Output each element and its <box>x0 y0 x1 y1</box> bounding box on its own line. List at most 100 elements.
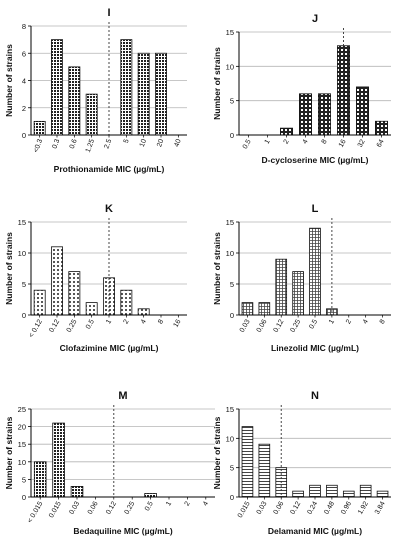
x-tick-label: 0.25 <box>124 500 137 515</box>
y-tick-label: 15 <box>226 405 234 414</box>
x-tick-label: 1 <box>264 138 272 145</box>
x-tick-label: 1 <box>328 318 336 325</box>
bar-0.03 <box>241 302 254 316</box>
y-tick-label: 5 <box>230 280 234 289</box>
bar-4 <box>299 93 312 136</box>
chart-panel-j: J 0 5 10 15 0.5 1 2 4 8 16 32 64 D-cycloserine MIC (µ… <box>212 13 391 165</box>
bar-2 <box>120 289 133 316</box>
x-axis-title: Linezolid MIC (µg/mL) <box>271 343 359 353</box>
x-tick-label: 0.06 <box>256 318 269 333</box>
y-tick-label: 15 <box>18 218 26 227</box>
x-tick-label: 16 <box>338 138 348 148</box>
y-tick-label: 0 <box>230 131 234 140</box>
x-tick-label: 2 <box>123 318 131 325</box>
x-tick-label: 0.03 <box>239 318 252 333</box>
x-tick-label: 8 <box>157 318 165 325</box>
x-axis-title: Prothionamide MIC (µg/mL) <box>54 164 165 174</box>
x-tick-label: 0.12 <box>48 318 61 333</box>
x-tick-label: 0.5 <box>308 318 319 330</box>
x-tick-label: 0.015 <box>237 500 252 519</box>
y-tick-label: 2 <box>22 104 26 113</box>
y-tick-label: 10 <box>18 249 26 258</box>
bar-20 <box>155 52 167 136</box>
x-tick-label: 16 <box>173 318 183 328</box>
bar-0.48 <box>326 484 338 498</box>
bar-0.12 <box>275 258 288 316</box>
x-tick-label: 2 <box>283 138 291 145</box>
x-tick-label: 40 <box>173 138 182 148</box>
x-tick-label: < 0.015 <box>27 500 45 524</box>
y-axis-title: Number of strains <box>212 416 222 489</box>
x-axis-title: Clofazimine MIC (µg/mL) <box>60 343 159 353</box>
y-tick-label: 20 <box>18 423 26 432</box>
bar-0.6 <box>68 66 81 136</box>
x-tick-label: 0.03 <box>256 500 269 515</box>
x-tick-label: 0.03 <box>68 500 81 515</box>
bar-10 <box>137 52 150 136</box>
x-tick-label: 0.25 <box>289 318 302 333</box>
x-tick-label: 0.24 <box>306 500 319 515</box>
x-tick-label: 1.92 <box>357 500 370 515</box>
y-tick-label: 0 <box>230 311 234 320</box>
bar-4 <box>137 308 150 316</box>
x-tick-label: 0.12 <box>105 500 118 515</box>
bar-0.3 <box>51 39 63 136</box>
bar-8 <box>318 93 331 136</box>
x-tick-label: 0.12 <box>273 318 286 333</box>
y-tick-label: 10 <box>18 458 26 467</box>
bar-2 <box>280 127 293 136</box>
chart-panel-k: K 0 5 10 15 < 0.12 0.12 0.25 0.5 1 2 4 8 16 Clofazimin… <box>4 203 187 353</box>
x-tick-label: 4 <box>302 138 310 145</box>
bar-0.015 <box>241 426 254 498</box>
bar-0.015 <box>52 422 65 498</box>
x-tick-label: 0.5 <box>242 138 253 150</box>
bar-0.25 <box>292 271 304 316</box>
bar-0.03 <box>258 443 271 498</box>
x-tick-label: 64 <box>376 138 386 148</box>
bar-32 <box>356 86 369 136</box>
x-tick-label: 4 <box>362 318 370 325</box>
x-axis-title: Bedaquiline MIC (µg/mL) <box>73 526 173 536</box>
bar-< 0.015 <box>33 461 47 498</box>
y-tick-label: 25 <box>18 405 26 414</box>
x-tick-label: 20 <box>156 138 165 148</box>
bar-64 <box>375 120 388 136</box>
panel-letter: N <box>311 390 319 402</box>
x-tick-label: 8 <box>379 318 387 325</box>
bar-0.5 <box>85 302 98 316</box>
y-tick-label: 5 <box>230 97 234 106</box>
x-tick-label: 0.5 <box>144 500 155 512</box>
x-tick-label: 0.3 <box>51 138 61 150</box>
x-tick-label: 0.06 <box>273 500 286 515</box>
bar-0.5 <box>309 227 321 316</box>
panel-letter: J <box>312 13 318 25</box>
y-tick-label: 15 <box>226 218 234 227</box>
bar-0.12 <box>51 246 63 316</box>
chart-panel-m: M 0 5 10 15 20 25 < 0.015 0.015 0.03 0.06 0.12 0.25 0… <box>4 390 215 536</box>
y-tick-label: 0 <box>22 311 26 320</box>
x-tick-label: 4 <box>140 318 148 325</box>
y-tick-label: 6 <box>22 49 26 58</box>
panel-letter: M <box>118 390 127 402</box>
bar-5 <box>120 39 133 136</box>
y-tick-label: 5 <box>22 280 26 289</box>
y-tick-label: 10 <box>226 62 234 71</box>
x-tick-label: < 0.12 <box>28 318 44 339</box>
y-axis-title: Number of strains <box>4 416 14 489</box>
bar-3.84 <box>376 490 389 498</box>
x-tick-label: 2 <box>345 318 353 325</box>
x-tick-label: 2 <box>184 500 192 507</box>
x-tick-label: 4 <box>202 500 210 507</box>
y-tick-label: 10 <box>226 249 234 258</box>
x-tick-label: 0.25 <box>66 318 79 333</box>
x-tick-label: 10 <box>139 138 148 148</box>
x-tick-label: 0.96 <box>340 500 353 515</box>
y-tick-label: 0 <box>230 493 234 502</box>
x-tick-label: 1.25 <box>85 138 96 153</box>
bar-0.25 <box>68 271 81 316</box>
x-tick-label: 1 <box>165 500 173 507</box>
x-tick-label: 5 <box>123 138 131 144</box>
bar-0.12 <box>292 490 304 498</box>
